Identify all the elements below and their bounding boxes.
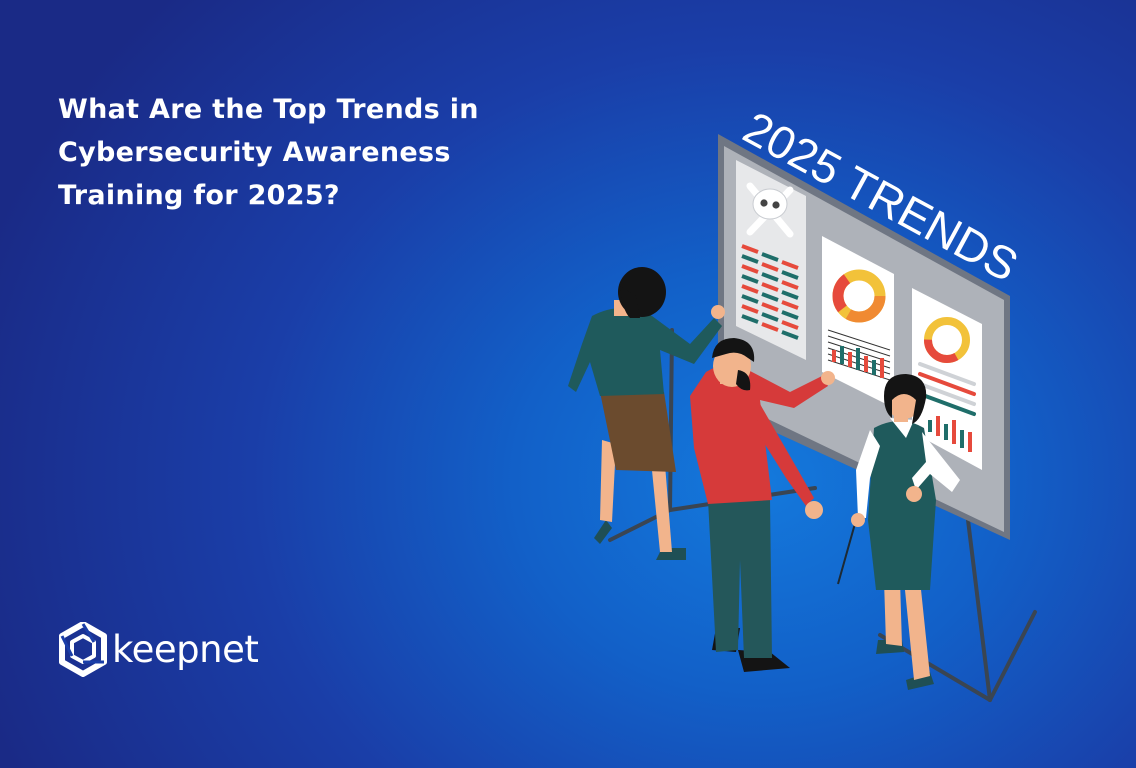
column-chart-icon — [827, 329, 891, 381]
ring-chart-icon — [924, 317, 970, 363]
woman-pointing-figure — [568, 267, 725, 560]
ring-panel — [912, 288, 982, 470]
woman-with-pointer-figure — [837, 374, 960, 690]
man-pointing-figure — [690, 338, 835, 672]
page-title-line-1: What Are the Top Trends in — [58, 94, 479, 125]
donut-panel — [822, 236, 894, 408]
brand-name: keepnet — [112, 628, 259, 671]
page-title-line-3: Training for 2025? — [58, 180, 340, 211]
threat-panel — [736, 160, 806, 360]
donut-chart-icon — [832, 269, 886, 323]
skull-crossbones-icon — [746, 182, 794, 238]
ring-panel-bars — [928, 416, 972, 452]
ring-panel-lines — [918, 362, 976, 416]
page-title: What Are the Top Trends in Cybersecurity… — [58, 88, 578, 217]
keepnet-hexagon-icon — [59, 622, 107, 677]
threat-bars — [741, 244, 799, 340]
page-title-line-2: Cybersecurity Awareness — [58, 137, 451, 168]
brand-logo: keepnet — [58, 622, 259, 678]
